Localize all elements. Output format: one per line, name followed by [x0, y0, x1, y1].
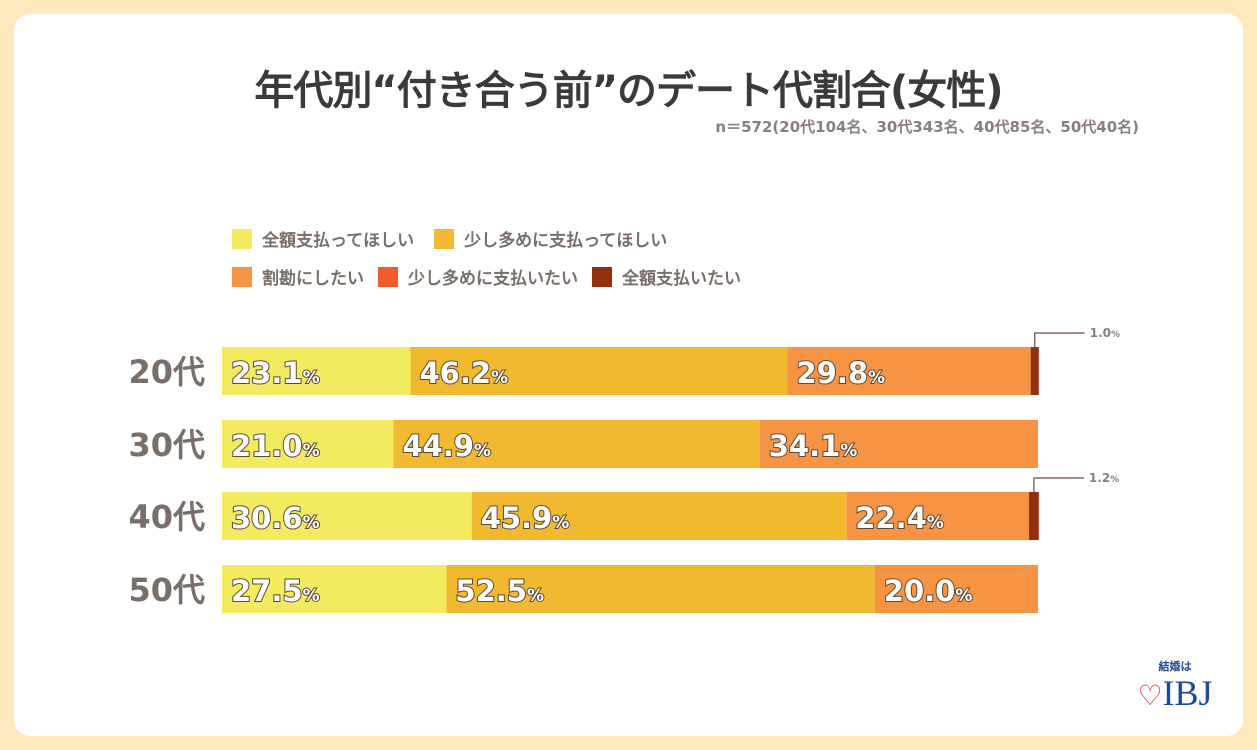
legend-label: 全額支払いたい — [622, 269, 741, 289]
legend-item: 全額支払いたい — [592, 264, 741, 289]
bar-segment — [471, 492, 847, 540]
legend-label: 割勘にしたい — [262, 269, 364, 289]
legend-swatch — [232, 228, 252, 249]
category-label: 20代 — [128, 353, 205, 391]
data-label: 22.4% — [855, 501, 944, 535]
legend-swatch — [434, 228, 455, 249]
bar-segment — [787, 347, 1031, 395]
legend-swatch — [592, 266, 612, 287]
legend-item: 少し多めに支払いたい — [378, 264, 578, 289]
data-label: 1.2% — [1089, 471, 1119, 485]
data-label: 34.1% — [769, 429, 858, 463]
bar-segment — [222, 347, 411, 395]
legend-label: 少し多めに支払いたい — [408, 269, 578, 289]
category-label: 50代 — [128, 571, 205, 609]
bar-segment — [222, 565, 447, 613]
ibj-logo: 結婚は ♡IBJ — [1130, 658, 1220, 716]
legend-row-2: 割勘にしたい 少し多めに支払いたい 全額支払いたい — [232, 264, 741, 289]
legend-swatch — [378, 266, 398, 287]
bar-segment — [410, 347, 788, 395]
bar-segment — [393, 420, 760, 468]
bar-segment — [1029, 492, 1039, 540]
legend-item: 割勘にしたい — [232, 264, 364, 289]
legend-item: 全額支払ってほしい — [232, 226, 414, 251]
leader-line — [1034, 332, 1085, 347]
legend-swatch — [232, 266, 252, 287]
bar-segment — [874, 565, 1038, 613]
bar-segment — [222, 420, 394, 468]
legend-row-1: 全額支払ってほしい 少し多めに支払ってほしい — [232, 226, 667, 251]
heart-icon: ♡ — [1137, 681, 1163, 712]
legend-label: 全額支払ってほしい — [262, 231, 415, 251]
logo-tagline: 結婚は — [1158, 660, 1192, 673]
data-label: 29.8% — [796, 356, 885, 390]
bar-segment — [1030, 347, 1039, 395]
category-label: 30代 — [128, 426, 205, 464]
chart-subtitle: n＝572(20代104名、30代343名、40代85名、50代40名) — [715, 118, 1139, 136]
logo-name: IBJ — [1162, 673, 1213, 713]
bar-segment — [846, 492, 1030, 540]
legend-item: 少し多めに支払ってほしい — [434, 226, 667, 251]
bar-segment — [759, 420, 1038, 468]
legend-label: 少し多めに支払ってほしい — [464, 231, 668, 251]
data-label: 21.0% — [231, 429, 320, 463]
data-label: 1.0% — [1090, 326, 1120, 340]
category-label: 40代 — [128, 498, 205, 536]
leader-line — [1033, 477, 1084, 492]
bar-segment — [222, 492, 472, 540]
chart-title: 年代別“付き合う前”のデート代割合(女性) — [254, 68, 1003, 114]
bar-segment — [446, 565, 875, 613]
